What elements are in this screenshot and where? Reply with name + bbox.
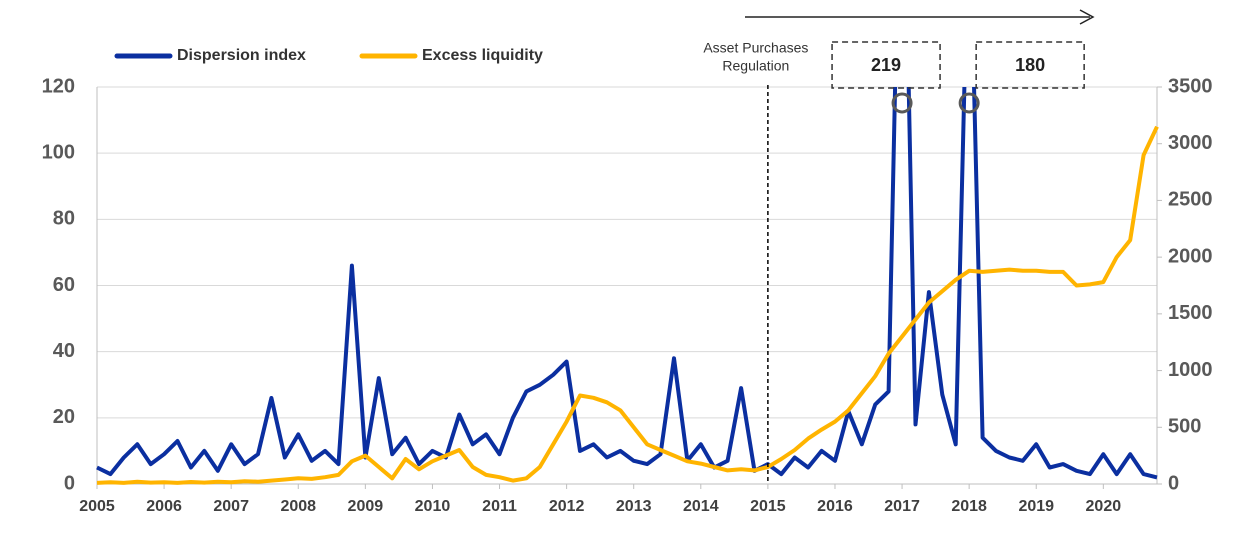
legend-label: Dispersion index	[177, 47, 306, 64]
x-tick-label: 2008	[280, 498, 316, 515]
x-tick-label: 2011	[482, 498, 517, 515]
label-box	[831, 41, 941, 89]
x-tick-label: 2013	[616, 498, 652, 515]
y2-tick-label: 1500	[1168, 302, 1213, 324]
y-tick-label: 20	[53, 406, 75, 428]
series-line	[96, 87, 1158, 480]
x-tick-label: 2014	[683, 498, 719, 515]
annotation: Regulation	[722, 58, 789, 74]
y2-tick-label: 2000	[1168, 245, 1213, 267]
x-tick-label: 2018	[951, 498, 987, 515]
y2-tick-label: 0	[1168, 472, 1179, 494]
arrow-head	[1079, 9, 1095, 25]
y-tick-label: 60	[53, 274, 75, 296]
legend-label: Excess liquidity	[422, 47, 543, 64]
x-tick-label: 2019	[1018, 498, 1054, 515]
label-box	[975, 41, 1085, 89]
x-tick-label: 2006	[146, 498, 182, 515]
y-tick-label: 120	[42, 75, 75, 97]
x-tick-label: 2005	[79, 498, 115, 515]
data-label: 219	[871, 55, 901, 75]
y2-tick-label: 3500	[1168, 75, 1213, 97]
y2-tick-label: 1000	[1168, 359, 1213, 381]
y2-tick-label: 500	[1168, 416, 1201, 438]
x-tick-label: 2015	[750, 498, 786, 515]
y-tick-label: 0	[64, 472, 75, 494]
x-tick-label: 2016	[817, 498, 853, 515]
y2-tick-label: 3000	[1168, 132, 1213, 154]
x-tick-label: 2020	[1086, 498, 1122, 515]
data-label: 180	[1015, 55, 1045, 75]
x-tick-label: 2017	[884, 498, 920, 515]
y-tick-label: 40	[53, 340, 75, 362]
y2-tick-label: 2500	[1168, 189, 1213, 211]
peak-marker	[891, 92, 913, 114]
y-tick-label: 80	[53, 208, 75, 230]
series-line	[96, 125, 1159, 485]
x-tick-label: 2009	[348, 498, 384, 515]
peak-marker	[958, 92, 980, 114]
x-tick-label: 2012	[549, 498, 585, 515]
x-tick-label: 2007	[213, 498, 249, 515]
x-tick-label: 2010	[415, 498, 451, 515]
y-tick-label: 100	[42, 141, 75, 163]
annotation: Asset Purchases	[703, 40, 808, 56]
